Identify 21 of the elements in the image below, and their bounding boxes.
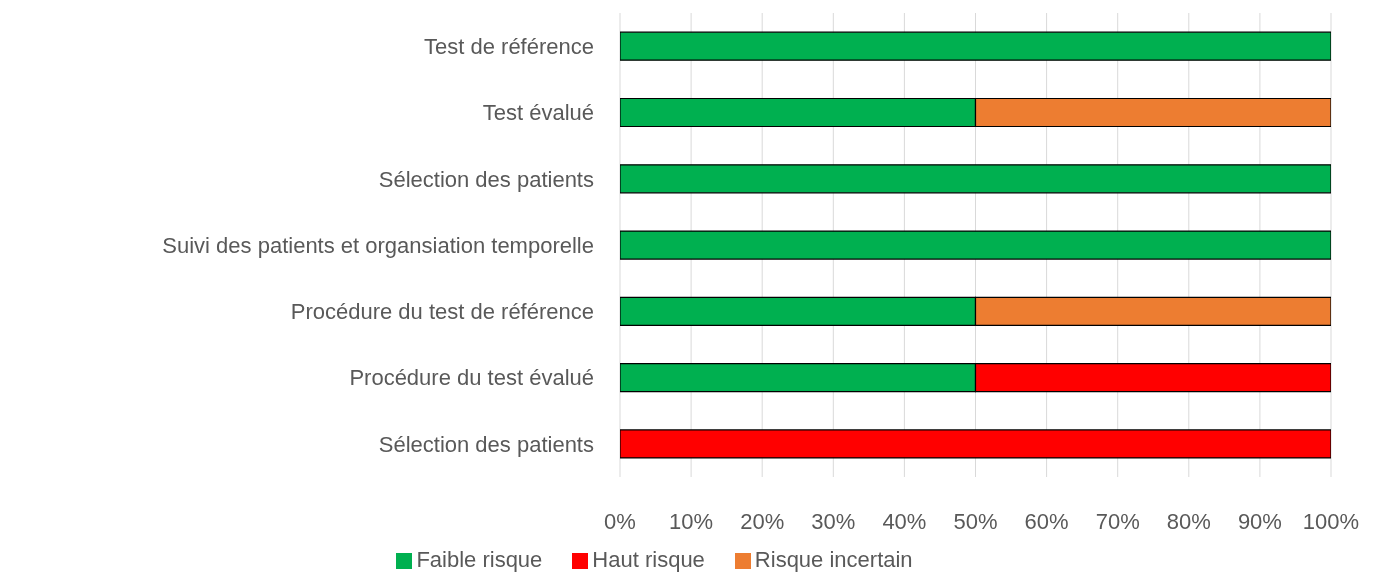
x-tick-label: 90%: [1237, 508, 1282, 534]
y-tick-label: Sélection des patients: [378, 431, 594, 457]
legend-label: Faible risque: [416, 547, 543, 572]
legend-label: Risque incertain: [754, 547, 913, 572]
y-tick-label: Sélection des patients: [378, 166, 594, 192]
x-tick-label: 0%: [604, 508, 636, 534]
x-tick-label: 100%: [1302, 508, 1360, 534]
x-tick-label: 30%: [811, 508, 856, 534]
x-tick-label: 20%: [740, 508, 785, 534]
y-tick-label: Test de référence: [424, 33, 594, 59]
y-tick-label: Test évalué: [482, 100, 594, 126]
x-tick-label: 10%: [669, 508, 714, 534]
y-tick-label: Procédure du test de référence: [290, 299, 594, 325]
x-tick-label: 50%: [953, 508, 998, 534]
legend-label: Haut risque: [592, 547, 705, 572]
x-tick-label: 40%: [882, 508, 927, 534]
y-tick-label: Suivi des patients et organsiation temporelle: [162, 232, 594, 258]
y-tick-label: Procédure du test évalué: [349, 365, 594, 391]
x-tick-label: 80%: [1166, 508, 1211, 534]
x-tick-label: 60%: [1024, 508, 1069, 534]
x-tick-label: 70%: [1095, 508, 1140, 534]
